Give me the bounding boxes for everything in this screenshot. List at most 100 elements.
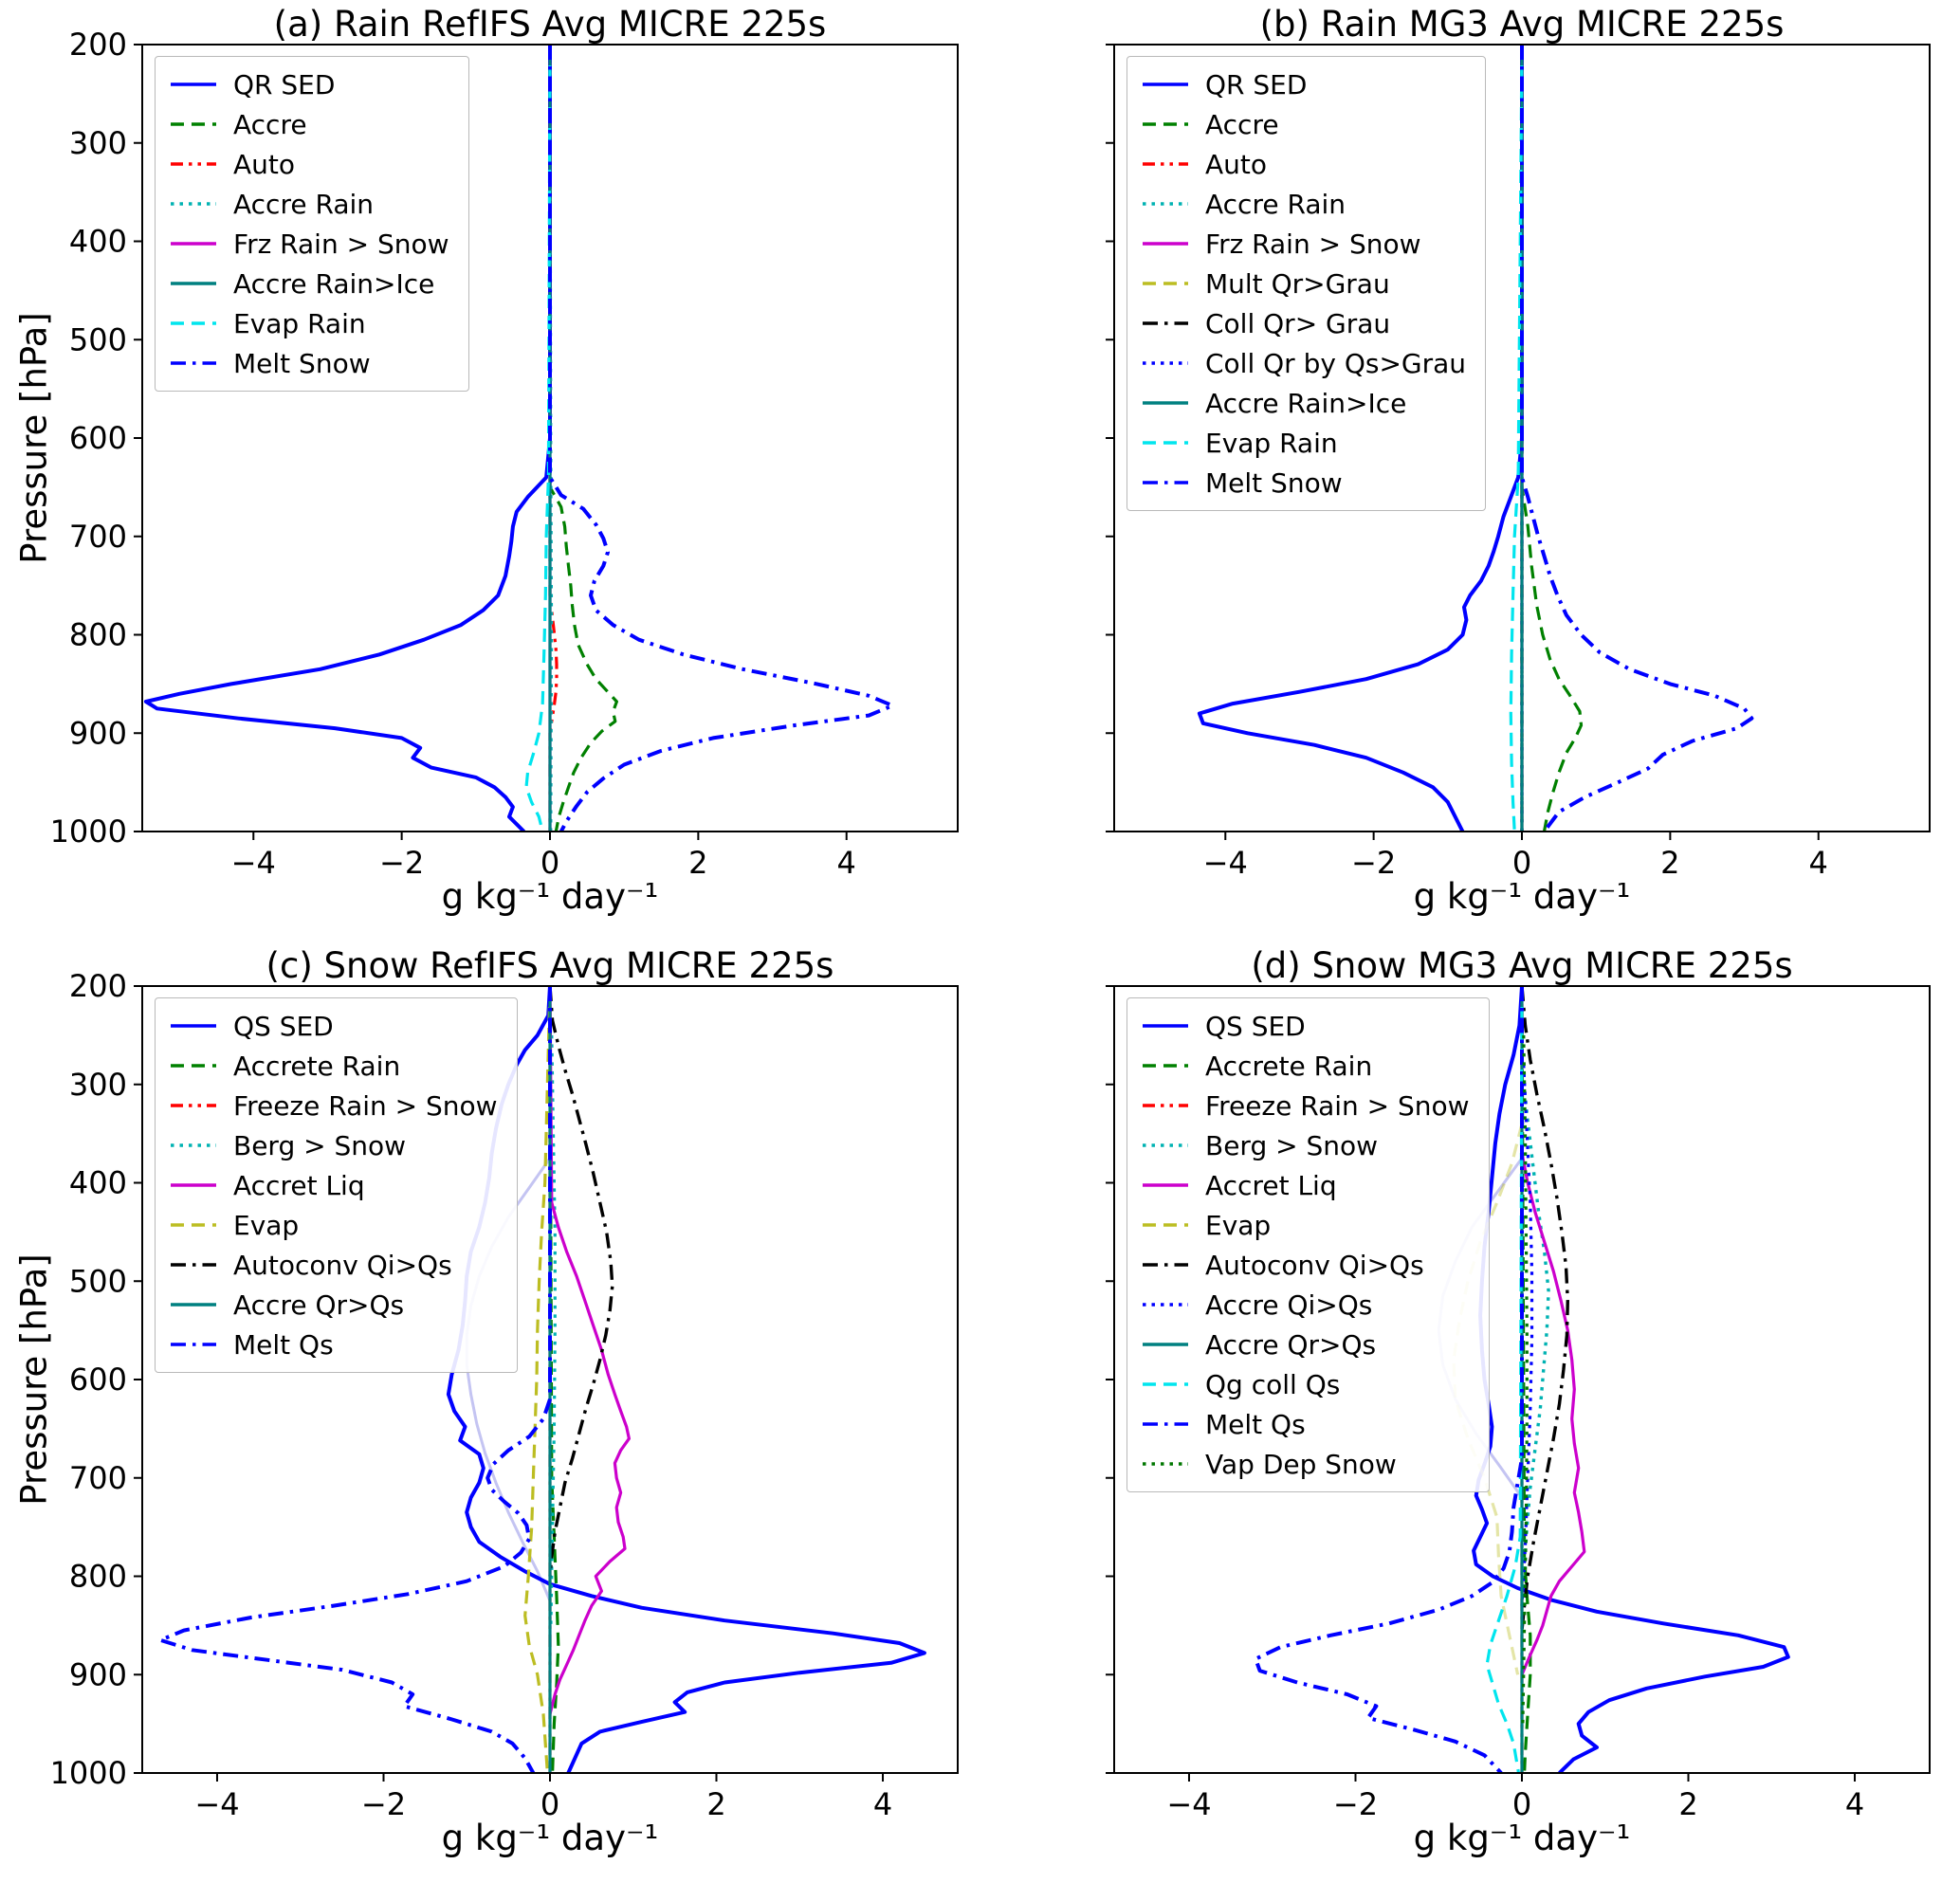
- legend-label: Melt Qs: [1205, 1408, 1306, 1440]
- y-tick-label: 700: [69, 1460, 127, 1496]
- accre-qr-qs-line-swatch: [1143, 1343, 1188, 1346]
- qs-sed-line-swatch: [171, 1024, 216, 1028]
- legend-item-accrete-rain: Accrete Rain: [169, 1046, 498, 1086]
- x-tick-label: −4: [194, 1786, 239, 1822]
- legend-label: QS SED: [233, 1010, 334, 1042]
- series-autoconv-qi-qs: [548, 986, 614, 1577]
- legend-item-berg-snow: Berg > Snow: [1141, 1125, 1470, 1165]
- legend-label: Mult Qr>Grau: [1205, 267, 1390, 300]
- panel-c-xlabel: g kg⁻¹ day⁻¹: [441, 1818, 659, 1858]
- accrete-rain-line-swatch: [171, 1064, 216, 1068]
- legend-item-accre-rain-ice: Accre Rain>Ice: [169, 264, 449, 303]
- y-tick-label: 500: [69, 321, 127, 357]
- berg-snow-line-swatch: [171, 1143, 216, 1147]
- series-accre: [548, 45, 618, 832]
- x-tick-label: 2: [706, 1786, 725, 1822]
- qr-sed-line-swatch: [171, 82, 216, 86]
- legend-label: Coll Qr> Grau: [1205, 307, 1391, 339]
- legend-label: Accrete Rain: [1205, 1050, 1373, 1082]
- series-melt-snow: [548, 45, 895, 832]
- panel-c-title: (c) Snow RefIFS Avg MICRE 225s: [266, 945, 834, 986]
- legend-item-evap-rain: Evap Rain: [169, 303, 449, 343]
- legend-label: QR SED: [233, 68, 336, 101]
- legend-panel-b: QR SED Accre Auto Accre Rain Frz Rain > Snow…: [1127, 56, 1487, 511]
- series-evap: [523, 986, 552, 1773]
- legend-label: Accret Liq: [233, 1169, 365, 1201]
- evap-rain-line-swatch: [1143, 441, 1188, 445]
- legend-item-qs-sed: QS SED: [169, 1006, 498, 1046]
- y-tick-label: 300: [69, 1067, 127, 1103]
- series-evap-rain: [1509, 45, 1524, 832]
- x-tick-label: −4: [231, 845, 276, 881]
- series-melt-qs: [1254, 986, 1524, 1773]
- x-tick-label: 4: [1845, 1786, 1864, 1822]
- evap-line-swatch: [1143, 1223, 1188, 1227]
- legend-panel-c: QS SED Accrete Rain Freeze Rain > Snow Berg…: [155, 997, 518, 1373]
- legend-item-frz-rain-snow: Frz Rain > Snow: [169, 224, 449, 264]
- legend-label: Accrete Rain: [233, 1050, 401, 1082]
- series-accre-qi-qs: [1520, 1064, 1534, 1606]
- legend-label: Coll Qr by Qs>Grau: [1205, 347, 1467, 379]
- legend-label: Evap: [233, 1209, 300, 1241]
- x-tick-label: 4: [1809, 845, 1828, 881]
- x-tick-label: −2: [379, 845, 424, 881]
- legend-item-qr-sed: QR SED: [169, 64, 449, 104]
- legend-label: Melt Qs: [233, 1328, 334, 1361]
- x-tick-label: 0: [1512, 1786, 1531, 1822]
- legend-item-coll-qr-grau: Coll Qr> Grau: [1141, 303, 1466, 343]
- autoconv-qi-qs-line-swatch: [1143, 1263, 1188, 1267]
- legend-item-melt-qs: Melt Qs: [1141, 1404, 1470, 1444]
- panel-a-xlabel: g kg⁻¹ day⁻¹: [441, 876, 659, 917]
- legend-item-auto: Auto: [169, 144, 449, 184]
- x-tick-label: −4: [1203, 845, 1248, 881]
- legend-panel-a: QR SED Accre Auto Accre Rain Frz Rain > Snow…: [155, 56, 469, 392]
- legend-label: Berg > Snow: [1205, 1129, 1379, 1161]
- auto-line-swatch: [1143, 162, 1188, 166]
- evap-rain-line-swatch: [171, 321, 216, 325]
- legend-item-mult-qr-grau: Mult Qr>Grau: [1141, 264, 1466, 303]
- legend-label: Vap Dep Snow: [1205, 1448, 1397, 1480]
- legend-item-qg-coll-qs: Qg coll Qs: [1141, 1364, 1470, 1404]
- legend-item-evap: Evap: [169, 1205, 498, 1245]
- qr-sed-line-swatch: [1143, 82, 1188, 86]
- mult-qr-grau-line-swatch: [1143, 282, 1188, 285]
- y-tick-label: 400: [69, 224, 127, 260]
- legend-item-auto: Auto: [1141, 144, 1466, 184]
- series-evap-rain: [524, 45, 552, 832]
- y-tick-label: 200: [69, 968, 127, 1004]
- vap-dep-snow-line-swatch: [1143, 1462, 1188, 1466]
- legend-item-accre-rain: Accre Rain: [169, 184, 449, 224]
- y-tick-label: 800: [69, 1559, 127, 1595]
- legend-label: QR SED: [1205, 68, 1308, 101]
- accre-rain-line-swatch: [171, 202, 216, 206]
- legend-label: Accre Qr>Qs: [1205, 1328, 1377, 1361]
- accret-liq-line-swatch: [171, 1183, 216, 1187]
- legend-label: Freeze Rain > Snow: [1205, 1089, 1470, 1122]
- y-tick-label: 900: [69, 715, 127, 751]
- x-tick-label: −2: [361, 1786, 406, 1822]
- legend-label: Accre Qr>Qs: [233, 1289, 405, 1321]
- panel-c: −4 −2 0 2 4 200 300 400 500 600 700 800 900 1000: [50, 968, 959, 1822]
- legend-item-evap-rain: Evap Rain: [1141, 423, 1466, 463]
- legend-item-accre: Accre: [1141, 104, 1466, 144]
- series-autoconv-qi-qs: [1520, 986, 1569, 1631]
- legend-item-freeze-rain-snow: Freeze Rain > Snow: [1141, 1086, 1470, 1125]
- y-tick-label: 1000: [50, 813, 127, 850]
- y-tick-label: 1000: [50, 1755, 127, 1791]
- autoconv-qi-qs-line-swatch: [171, 1263, 216, 1267]
- legend-item-evap: Evap: [1141, 1205, 1470, 1245]
- legend-label: Accre Qi>Qs: [1205, 1289, 1373, 1321]
- evap-line-swatch: [171, 1223, 216, 1227]
- legend-label: Frz Rain > Snow: [233, 228, 449, 260]
- legend-label: Evap: [1205, 1209, 1272, 1241]
- legend-label: Berg > Snow: [233, 1129, 407, 1161]
- x-tick-label: −2: [1333, 1786, 1378, 1822]
- legend-label: Auto: [1205, 148, 1268, 180]
- y-tick-label: 600: [69, 1362, 127, 1398]
- legend-label: Accre: [233, 108, 307, 140]
- y-tick-label: 700: [69, 519, 127, 555]
- series-vap-dep-snow: [1521, 1034, 1529, 1725]
- melt-qs-line-swatch: [1143, 1422, 1188, 1426]
- legend-item-melt-qs: Melt Qs: [169, 1325, 498, 1364]
